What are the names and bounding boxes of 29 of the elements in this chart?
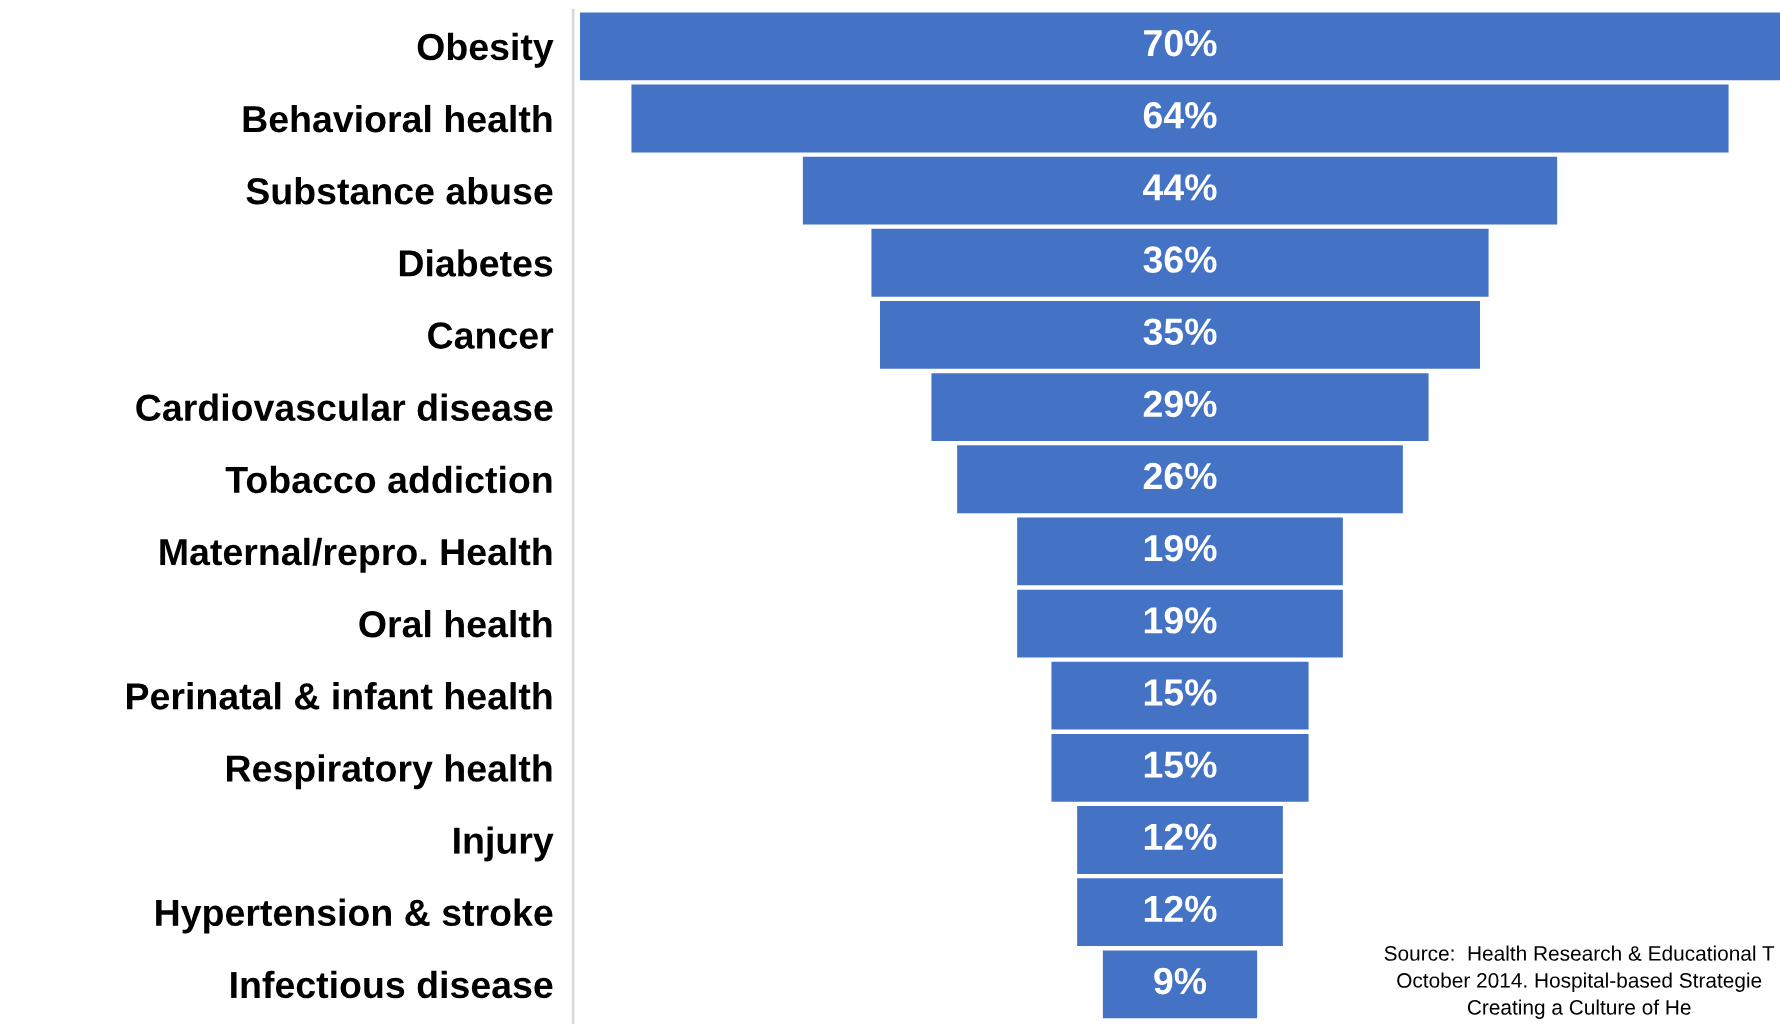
data-label: 26%: [1143, 462, 1217, 490]
data-label: 15%: [1144, 679, 1217, 706]
category-label: Hypertension & stroke: [156, 898, 553, 934]
category-label: Cancer: [428, 322, 554, 349]
category-label: Behavioral health: [243, 104, 552, 133]
category-label: Oral health: [359, 609, 552, 638]
data-label: 19%: [1144, 607, 1217, 634]
data-label: 70%: [1144, 29, 1217, 57]
category-label: Tobacco addiction: [225, 465, 552, 494]
category-label: Infectious disease: [231, 970, 553, 999]
category-label: Respiratory health: [226, 754, 552, 790]
data-label: 15%: [1144, 751, 1217, 778]
category-label: Maternal/repro. Health: [160, 537, 552, 573]
source-note: Source: Health Research & Educational T October 2014. Hospital-based Strategie Creating a Culture of He: [1384, 945, 1775, 1019]
category-label: Injury: [454, 826, 554, 862]
category-label: Substance abuse: [246, 177, 553, 205]
category-label: Perinatal & infant health: [127, 682, 552, 710]
data-label: 35%: [1143, 318, 1217, 346]
data-label: 9%: [1154, 967, 1207, 995]
category-label: Cardiovascular disease: [136, 393, 553, 422]
data-label: 19%: [1144, 534, 1217, 562]
category-label: Obesity: [417, 32, 554, 68]
data-label: 12%: [1144, 823, 1217, 850]
data-label: 12%: [1144, 895, 1217, 923]
data-label: 44%: [1143, 174, 1217, 201]
category-label: Diabetes: [399, 249, 553, 277]
data-label: 29%: [1143, 390, 1217, 418]
data-label: 36%: [1143, 246, 1217, 273]
data-label: 64%: [1143, 101, 1217, 129]
